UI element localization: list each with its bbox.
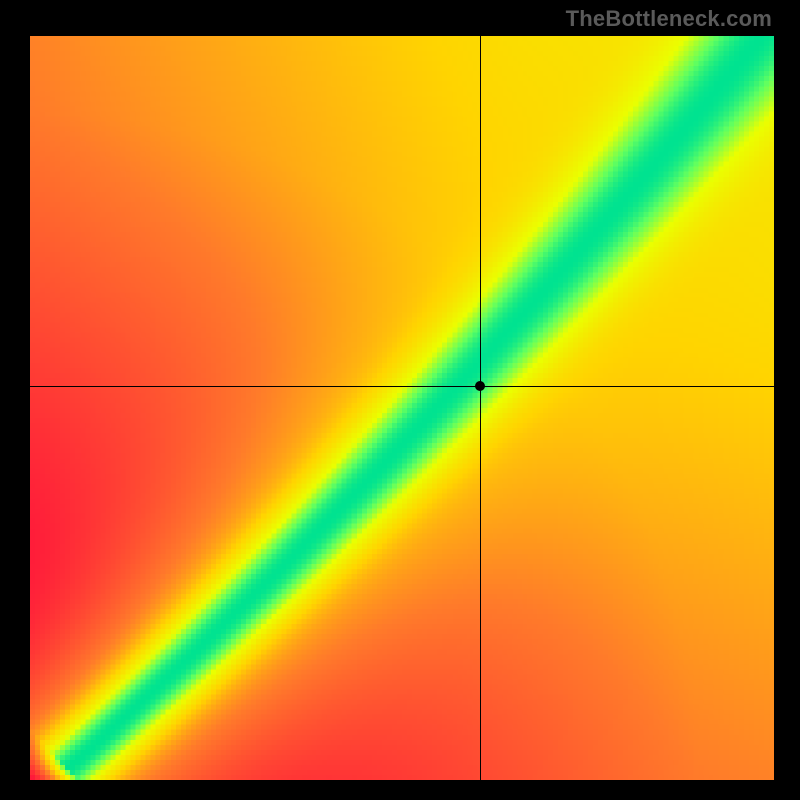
plot-area: [30, 36, 774, 780]
crosshair-horizontal: [30, 386, 774, 387]
crosshair-vertical: [480, 36, 481, 780]
operating-point-marker: [475, 381, 485, 391]
bottleneck-heatmap: [30, 36, 774, 780]
watermark-text: TheBottleneck.com: [566, 6, 772, 32]
chart-container: { "watermark": "TheBottleneck.com", "lay…: [0, 0, 800, 800]
